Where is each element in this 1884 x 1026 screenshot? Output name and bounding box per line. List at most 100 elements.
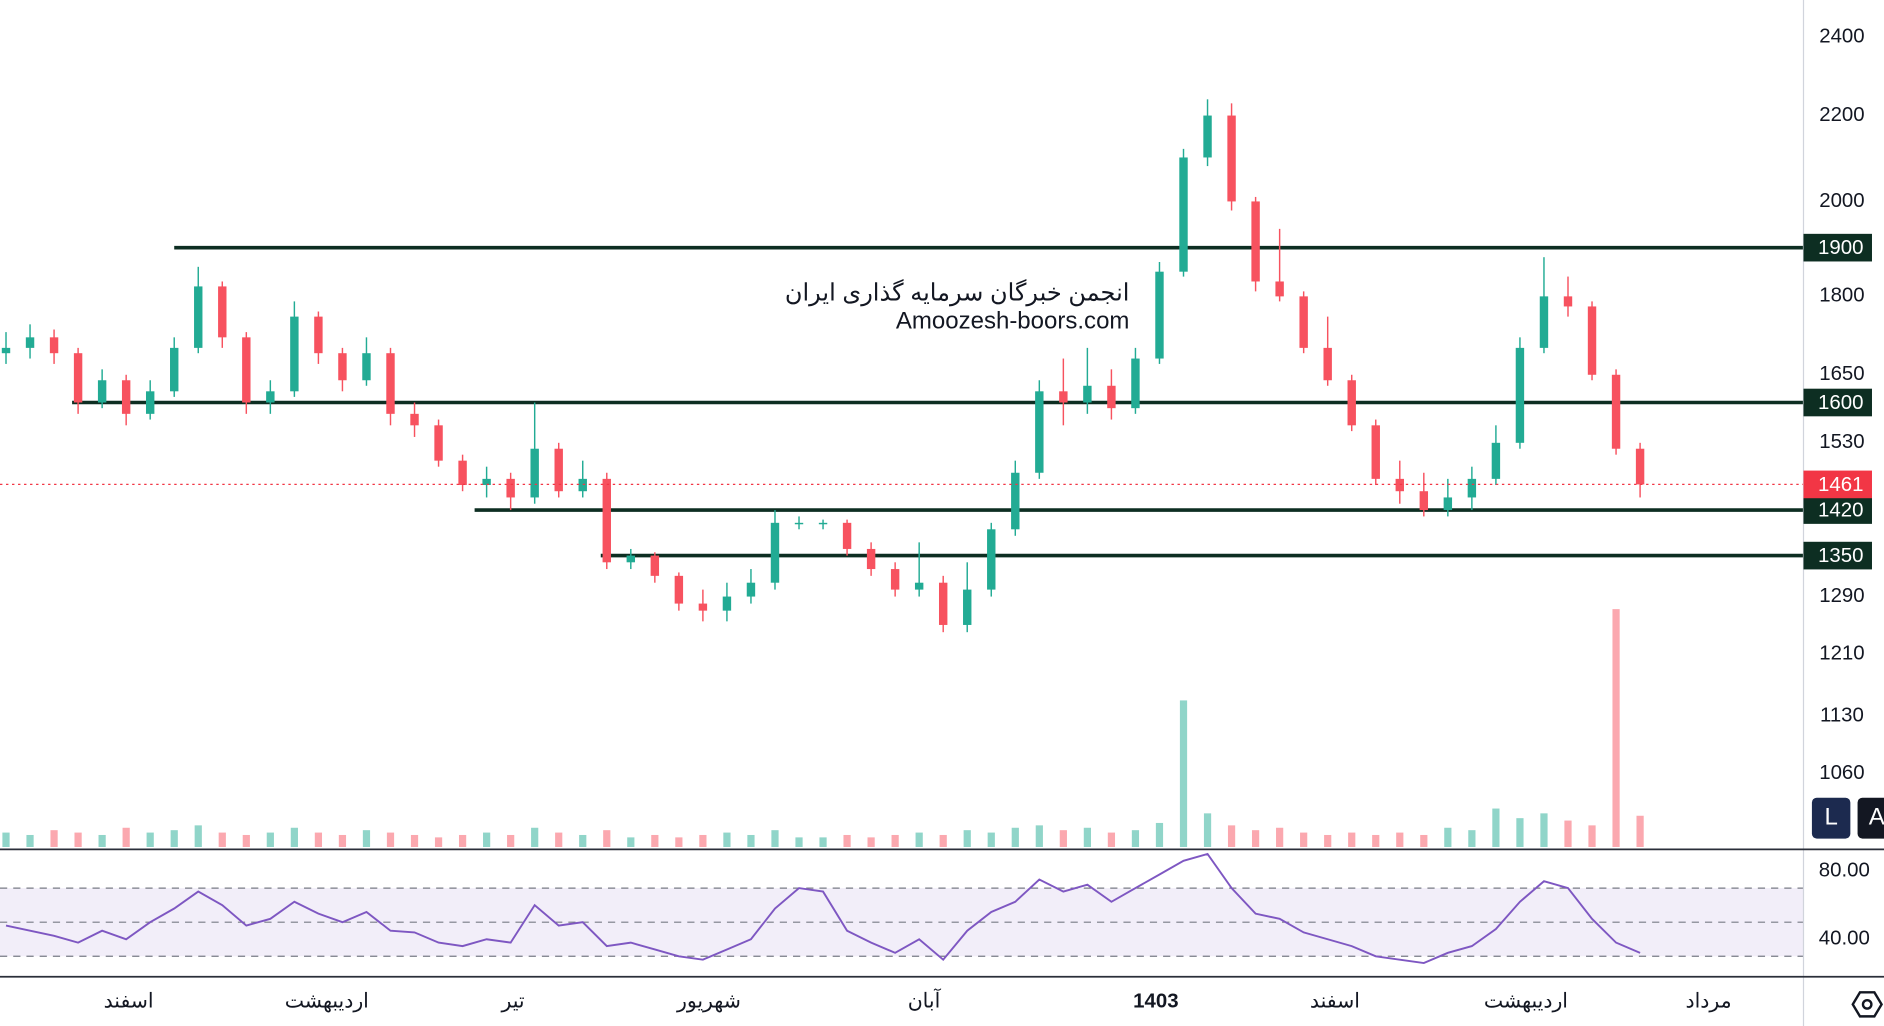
candle-body — [1179, 157, 1188, 272]
volume-bar — [1011, 827, 1019, 847]
candle-body — [218, 286, 227, 338]
rsi-pane — [0, 852, 1804, 965]
candle-body — [145, 391, 155, 414]
candle-body — [818, 522, 828, 525]
candle-body — [266, 391, 275, 403]
candle-body — [1611, 374, 1621, 449]
candle-body — [1467, 478, 1477, 498]
volume-bar — [1372, 834, 1380, 847]
volume-bar — [819, 837, 827, 847]
candle-body — [866, 548, 876, 570]
level-label-box — [1803, 233, 1872, 262]
watermark-title: انجمن خبرگان سرمایه گذاری ایران — [785, 279, 1130, 307]
candle-body — [1539, 296, 1549, 348]
volume-bar — [218, 832, 226, 847]
time-tick-label: 1403 — [1133, 990, 1178, 1012]
volume-bar — [843, 834, 851, 847]
candle-body — [386, 353, 395, 414]
candle-body — [554, 448, 563, 492]
level-label: 1350 — [1818, 545, 1863, 567]
candle-body — [890, 569, 900, 590]
volume-bar — [987, 832, 995, 847]
candle-body — [1347, 380, 1356, 426]
time-tick-label: اسفند — [1310, 990, 1360, 1012]
candle-body — [722, 596, 732, 611]
candle-body — [1515, 347, 1525, 443]
candle-body — [1299, 296, 1308, 348]
volume-bar — [314, 832, 323, 847]
candle-body — [362, 353, 371, 381]
candle-body — [1155, 271, 1164, 359]
candle-body — [1083, 385, 1092, 403]
level-label-box — [1803, 541, 1872, 570]
button-auto[interactable] — [1857, 797, 1884, 839]
candle-body — [482, 478, 491, 486]
button-auto-label[interactable]: A — [1869, 804, 1884, 831]
candle-body — [698, 603, 708, 611]
candle-body — [338, 353, 347, 381]
volume-bar — [338, 834, 347, 847]
volume-bar — [1251, 830, 1260, 847]
volume-bar — [1492, 808, 1500, 847]
candle-body — [97, 380, 107, 403]
candle-body — [410, 413, 419, 426]
candle-body — [770, 522, 780, 583]
volume-bar — [362, 830, 371, 847]
level-label: 1600 — [1818, 392, 1863, 414]
candle-body — [578, 478, 587, 492]
volume-bar — [795, 837, 803, 847]
volume-bar — [1564, 820, 1572, 847]
candle-body — [1371, 425, 1380, 479]
time-tick-label: اردیبهشت — [1484, 990, 1568, 1012]
volume-bar — [50, 830, 58, 847]
candle-body — [1203, 115, 1212, 158]
volume-bar — [867, 837, 875, 847]
axes: 80.00 40.00 2400 2200 2000 1800 1650 1530 1290 12… — [104, 26, 1872, 1012]
candle-body — [650, 555, 660, 576]
candle-body — [987, 529, 996, 590]
volume-bar — [1324, 834, 1332, 847]
button-log-label[interactable]: L — [1824, 804, 1837, 831]
rsi-line — [5, 852, 1641, 965]
price-tick-label: 1130 — [1820, 704, 1864, 726]
price-tick-label: 1290 — [1819, 585, 1864, 607]
volume-bar — [1083, 827, 1091, 847]
candle-body — [1227, 115, 1236, 202]
volume-bar — [747, 834, 755, 847]
candle-body — [1059, 391, 1068, 403]
volume-bar — [555, 832, 563, 847]
volume-bar — [434, 837, 443, 847]
volume-bar — [603, 830, 611, 847]
volume-bar — [627, 837, 635, 847]
volume-bar — [1059, 830, 1067, 847]
time-tick-label: آبان — [908, 988, 942, 1012]
volume-bar — [939, 834, 947, 847]
candle-body — [242, 337, 251, 403]
candle-body — [506, 478, 515, 498]
button-log[interactable] — [1811, 797, 1851, 839]
volume-bar — [531, 827, 539, 847]
time-tick-label: اردیبهشت — [285, 990, 369, 1012]
price-tick-label: 1650 — [1819, 363, 1864, 385]
candle-body — [914, 582, 924, 590]
candle-body — [1, 347, 11, 354]
time-tick-label: تیر — [500, 990, 524, 1012]
candle-body — [938, 582, 948, 625]
rsi-tick-label: 40.00 — [1819, 928, 1870, 950]
volume-bar — [1155, 822, 1164, 847]
candle-body — [1323, 347, 1332, 381]
volume-bar — [146, 832, 154, 847]
volume-bar — [891, 834, 899, 847]
volume-bar — [1276, 827, 1284, 847]
candle-body — [1131, 358, 1140, 409]
candle-body — [746, 582, 756, 597]
candle-body — [602, 478, 611, 563]
settings-icon[interactable] — [1851, 991, 1883, 1018]
last-price-label: 1461 — [1818, 474, 1863, 496]
settings-button[interactable] — [1851, 991, 1883, 1018]
candle-body — [842, 522, 852, 549]
volume-bar — [242, 834, 250, 847]
settings-icon-center[interactable] — [1861, 998, 1873, 1010]
